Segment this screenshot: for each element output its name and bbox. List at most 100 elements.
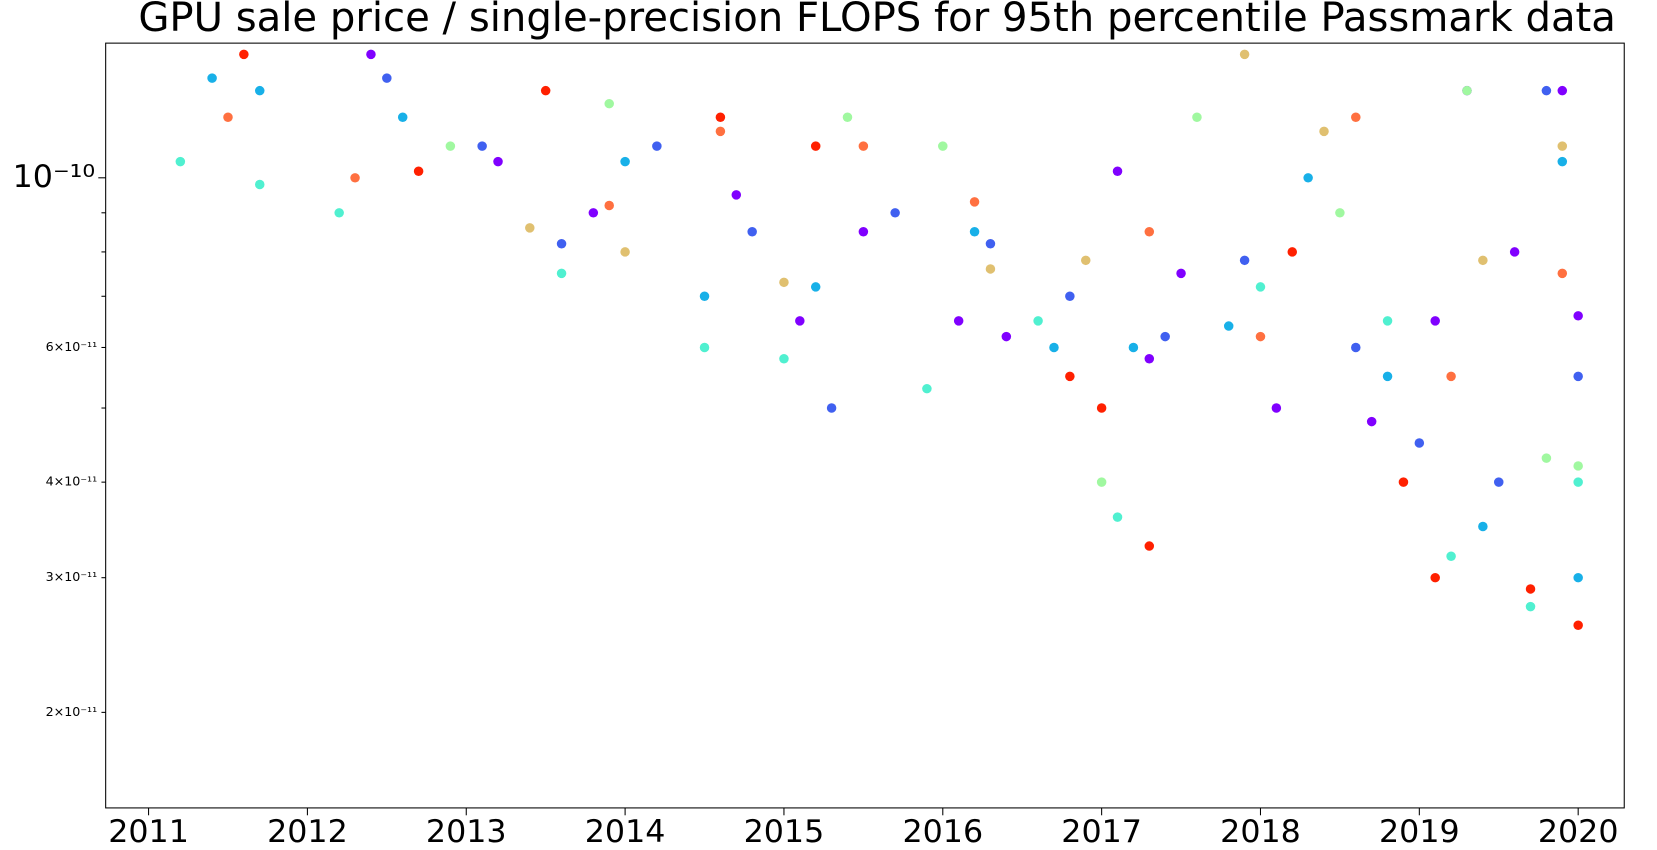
point <box>699 291 710 302</box>
point <box>1541 453 1552 463</box>
point <box>810 282 821 292</box>
point <box>1509 247 1520 257</box>
point <box>1398 477 1409 487</box>
point <box>397 112 408 122</box>
y-tick-label: 6×10⁻¹¹ <box>46 339 98 354</box>
point <box>1033 316 1043 326</box>
point <box>1462 85 1472 96</box>
point <box>1271 403 1282 413</box>
point <box>175 156 186 167</box>
y-tick-label: 2×10⁻¹¹ <box>46 704 98 719</box>
chart-title: GPU sale price / single-precision FLOPS … <box>138 0 1616 41</box>
point <box>1080 255 1091 266</box>
x-tick-label: 2013 <box>426 814 507 850</box>
point <box>1573 461 1583 471</box>
point <box>366 49 376 60</box>
point <box>985 264 996 274</box>
point <box>1573 371 1583 382</box>
y-tick-label: 4×10⁻¹¹ <box>46 474 98 489</box>
point <box>938 141 948 151</box>
point <box>1065 291 1075 302</box>
x-tick-label: 2017 <box>1061 814 1142 850</box>
point <box>699 342 710 353</box>
point <box>652 141 662 151</box>
x-tick-label: 2020 <box>1538 814 1619 850</box>
point <box>1493 477 1504 487</box>
point <box>1382 371 1393 382</box>
point <box>477 141 487 151</box>
point <box>620 247 630 257</box>
point <box>1144 227 1155 237</box>
point <box>239 49 249 60</box>
point <box>1382 316 1393 326</box>
point <box>620 156 630 167</box>
point <box>1478 255 1488 266</box>
point <box>1541 85 1552 96</box>
y-tick-label: 3×10⁻¹¹ <box>46 569 98 584</box>
point <box>922 383 932 394</box>
point <box>1573 477 1583 487</box>
x-tick-label: 2012 <box>267 814 348 850</box>
point <box>715 126 726 137</box>
point <box>1239 255 1250 266</box>
point <box>1335 208 1345 218</box>
point <box>826 403 837 413</box>
point <box>604 200 614 211</box>
point <box>1319 126 1329 137</box>
point <box>334 208 344 218</box>
x-tick-label: 2011 <box>108 814 189 850</box>
point <box>1287 247 1298 257</box>
point <box>1557 141 1568 151</box>
point <box>255 85 265 96</box>
point <box>953 316 964 326</box>
point <box>413 166 424 176</box>
point <box>1525 601 1536 612</box>
point <box>969 227 980 237</box>
point <box>588 208 599 218</box>
point <box>1144 541 1155 551</box>
x-tick-label: 2018 <box>1220 814 1301 850</box>
point <box>1430 572 1440 583</box>
point <box>1446 551 1456 561</box>
point <box>1478 521 1488 532</box>
point <box>795 316 805 326</box>
x-tick-label: 2014 <box>585 814 666 850</box>
point <box>207 73 217 83</box>
point <box>1303 173 1313 183</box>
point <box>779 277 789 288</box>
point <box>890 208 900 218</box>
point <box>1049 342 1059 353</box>
point <box>1573 572 1583 583</box>
point <box>747 227 757 237</box>
point <box>1192 112 1202 122</box>
point <box>445 141 456 151</box>
point <box>779 353 789 364</box>
point <box>1160 331 1170 342</box>
point <box>858 141 869 151</box>
point <box>1096 477 1107 487</box>
y-tick-label: 10⁻¹⁰ <box>13 159 95 195</box>
point <box>525 223 535 233</box>
point <box>1255 331 1266 342</box>
point <box>556 268 567 279</box>
point <box>1573 311 1583 321</box>
point <box>1001 331 1012 342</box>
point <box>1112 166 1123 176</box>
plot-frame <box>105 42 1625 809</box>
point <box>1239 49 1250 60</box>
x-tick-label: 2019 <box>1379 814 1460 850</box>
point <box>1557 156 1568 167</box>
point <box>1176 268 1186 279</box>
point <box>1144 353 1155 364</box>
point <box>1096 403 1107 413</box>
point <box>556 238 567 249</box>
point <box>1430 316 1440 326</box>
plot-area <box>175 49 1583 630</box>
point <box>1351 112 1361 122</box>
point <box>382 73 392 83</box>
point <box>1557 268 1568 279</box>
point <box>1255 282 1266 292</box>
point <box>1573 620 1583 630</box>
